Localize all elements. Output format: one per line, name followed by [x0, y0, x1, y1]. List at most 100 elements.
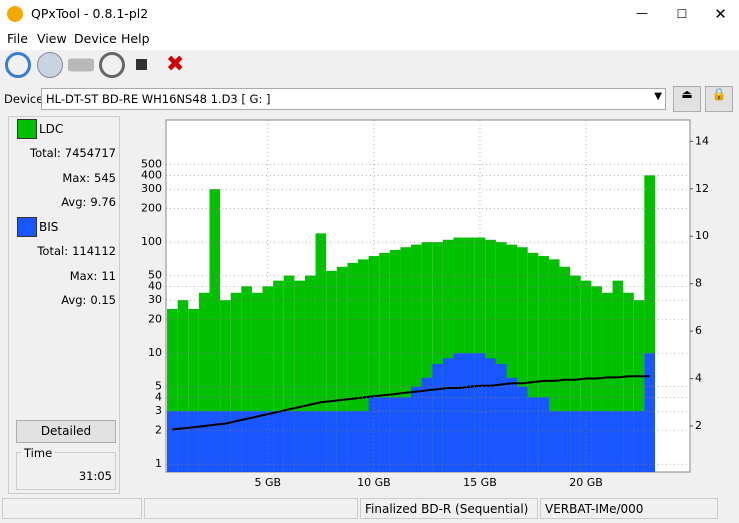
- bar: [570, 411, 581, 472]
- bar: [294, 280, 305, 472]
- bar: [368, 397, 380, 472]
- bar: [220, 411, 231, 472]
- stop-button[interactable]: [136, 59, 147, 70]
- device-combo[interactable]: HL-DT-ST BD-RE WH16NS48 1.D3 [ G: ] ▼: [41, 88, 666, 110]
- bar: [644, 175, 655, 473]
- y2-tick-label: 8: [695, 277, 702, 290]
- bar: [315, 233, 327, 472]
- tools-button[interactable]: ✖: [166, 52, 185, 77]
- bar: [495, 363, 507, 472]
- bar: [591, 411, 602, 472]
- bar: [251, 411, 263, 472]
- menu-item[interactable]: File: [7, 31, 28, 46]
- stats-panel: [8, 116, 120, 494]
- y-tick-label: 2: [155, 424, 162, 437]
- bar: [198, 411, 210, 472]
- status-media-id: VERBAT-IMe/000: [540, 498, 718, 519]
- bar: [379, 397, 390, 472]
- combo-arrow: ▼: [654, 91, 662, 102]
- bar: [464, 353, 475, 472]
- y-tick-label: 4: [155, 390, 162, 403]
- bar: [538, 256, 549, 472]
- device-label: Device:: [4, 92, 48, 106]
- bar: [411, 386, 422, 472]
- menu-bar: File View Device Help: [0, 28, 739, 50]
- y-tick-label: 500: [141, 158, 162, 171]
- bar: [347, 262, 358, 472]
- bar: [241, 286, 252, 472]
- scan-button[interactable]: [99, 52, 125, 78]
- stat-value: 9.76: [90, 195, 116, 209]
- stat-label: Max:: [69, 268, 98, 283]
- x-tick-label: 5 GB: [255, 476, 282, 489]
- bar: [167, 308, 178, 472]
- bar: [220, 300, 231, 472]
- y-tick-label: 20: [148, 313, 162, 326]
- detailed-button[interactable]: Detailed: [16, 420, 116, 443]
- bar: [400, 247, 412, 472]
- y-tick-label: 50: [148, 269, 162, 282]
- bar: [357, 259, 369, 472]
- bar: [612, 411, 624, 472]
- bar: [326, 270, 337, 472]
- app-icon: [7, 6, 23, 22]
- bar: [548, 411, 560, 472]
- menu-item[interactable]: Help: [121, 31, 150, 46]
- y-tick-label: 30: [148, 293, 162, 306]
- bar: [209, 411, 221, 472]
- speed-line: [172, 375, 650, 431]
- stat-value: 11: [101, 268, 116, 283]
- bar: [517, 247, 528, 472]
- bar: [304, 411, 316, 472]
- bar: [326, 411, 337, 472]
- eject-button[interactable]: ⏏: [673, 86, 701, 112]
- y2-tick-label: 4: [695, 372, 702, 385]
- bar: [633, 411, 645, 472]
- stat-value: 114112: [72, 244, 116, 258]
- bar: [167, 411, 178, 472]
- bar: [230, 411, 242, 472]
- bar: [230, 292, 242, 472]
- menu-item[interactable]: View: [37, 31, 67, 46]
- bar: [379, 252, 390, 472]
- minimize-button[interactable]: —: [636, 6, 648, 20]
- status-segment: [144, 498, 358, 519]
- bar: [400, 397, 412, 472]
- x-tick-label: 10 GB: [357, 476, 391, 489]
- bar: [283, 275, 295, 472]
- bar: [198, 292, 210, 472]
- bar: [411, 244, 422, 472]
- bar: [432, 242, 443, 472]
- title-bar: QPxTool - 0.8.1-pl2 — ☐ ✕: [0, 0, 739, 28]
- bar: [527, 252, 539, 472]
- bar: [177, 411, 189, 472]
- maximize-button[interactable]: ☐: [676, 7, 688, 21]
- refresh-button[interactable]: [5, 52, 31, 78]
- status-media: Finalized BD-R (Sequential): [360, 498, 538, 519]
- bar: [538, 397, 549, 472]
- y-tick-label: 100: [141, 235, 162, 248]
- bar: [623, 411, 634, 472]
- y-tick-label: 200: [141, 202, 162, 215]
- stat-value: 545: [94, 170, 116, 185]
- bar: [453, 353, 465, 472]
- bar: [389, 397, 401, 472]
- bar: [188, 411, 199, 472]
- menu-item[interactable]: Device: [74, 31, 117, 46]
- y2-tick-label: 14: [695, 134, 709, 147]
- y-tick-label: 10: [148, 346, 162, 359]
- status-bar: Finalized BD-R (Sequential) VERBAT-IMe/0…: [0, 498, 739, 520]
- y2-tick-label: 12: [695, 182, 709, 195]
- ldc-swatch: [17, 119, 37, 139]
- close-button[interactable]: ✕: [714, 5, 727, 23]
- x-tick-label: 20 GB: [569, 476, 603, 489]
- disc-button[interactable]: [37, 52, 63, 78]
- bar: [442, 239, 454, 472]
- stat-value: 7454717: [64, 146, 116, 160]
- stat-label: Max:: [62, 170, 91, 185]
- bar: [570, 275, 581, 472]
- lock-button[interactable]: 🔒: [705, 86, 733, 112]
- drive-button[interactable]: [68, 58, 94, 72]
- bar: [304, 275, 316, 472]
